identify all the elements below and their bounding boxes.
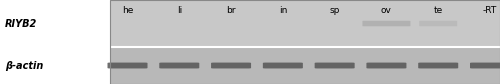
Text: sp: sp <box>330 6 340 15</box>
FancyBboxPatch shape <box>362 21 410 26</box>
FancyBboxPatch shape <box>418 63 458 68</box>
Text: -RT: -RT <box>483 6 497 15</box>
FancyBboxPatch shape <box>110 0 500 47</box>
Text: ov: ov <box>381 6 392 15</box>
FancyBboxPatch shape <box>211 63 251 68</box>
FancyBboxPatch shape <box>160 63 200 68</box>
Text: in: in <box>278 6 287 15</box>
Text: br: br <box>226 6 236 15</box>
Text: te: te <box>434 6 443 15</box>
FancyBboxPatch shape <box>470 63 500 68</box>
FancyBboxPatch shape <box>314 63 354 68</box>
Text: RIYB2: RIYB2 <box>5 18 37 29</box>
FancyBboxPatch shape <box>108 63 148 68</box>
FancyBboxPatch shape <box>110 47 500 84</box>
Text: β-actin: β-actin <box>5 60 44 71</box>
Text: he: he <box>122 6 133 15</box>
FancyBboxPatch shape <box>419 21 457 26</box>
Text: li: li <box>176 6 182 15</box>
FancyBboxPatch shape <box>366 63 406 68</box>
FancyBboxPatch shape <box>263 63 303 68</box>
